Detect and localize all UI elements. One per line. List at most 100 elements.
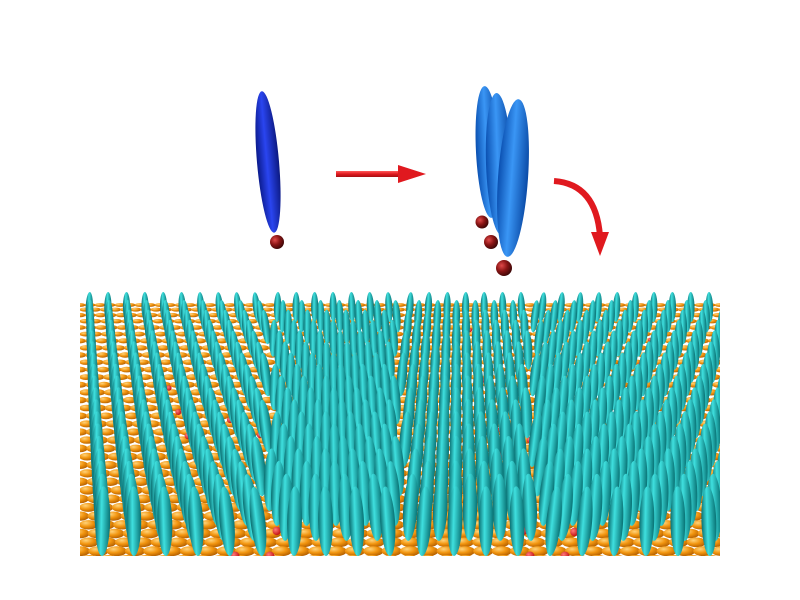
monolayer-rod — [720, 364, 733, 411]
substrate-atom — [719, 555, 740, 565]
substrate-atom — [711, 546, 720, 556]
monolayer-rod — [64, 399, 78, 453]
substrate-atom — [647, 555, 661, 556]
substrate-atom — [403, 555, 416, 556]
substrate-atom — [121, 381, 135, 388]
substrate-atom — [143, 546, 164, 556]
substrate-atom — [400, 537, 421, 548]
monolayer-rod — [447, 486, 463, 556]
substrate-atom — [714, 303, 720, 307]
monolayer-rod — [63, 473, 81, 541]
substrate-atom — [94, 303, 106, 307]
substrate-atom — [561, 537, 582, 548]
substrate-atom — [80, 308, 81, 311]
monolayer-rod — [538, 292, 547, 323]
substrate-atom — [724, 345, 736, 350]
substrate-atom — [271, 546, 292, 556]
substrate-atom — [60, 413, 74, 420]
substrate-atom — [212, 325, 224, 330]
monolayer-rod — [559, 341, 570, 383]
defect-site — [265, 551, 275, 556]
defect-site — [570, 527, 579, 537]
monolayer-rod — [402, 473, 418, 541]
substrate-atom — [721, 453, 737, 461]
substrate-atom — [686, 537, 707, 548]
monolayer-rod — [64, 436, 80, 497]
monolayer-rod — [551, 352, 563, 397]
monolayer-rod — [432, 473, 448, 541]
substrate-atom — [120, 555, 134, 556]
monolayer-rod — [335, 300, 344, 333]
monolayer-rod — [588, 300, 597, 333]
substrate-atom — [290, 555, 303, 556]
monolayer-rod — [727, 341, 739, 383]
curved-arrow-down-icon — [553, 178, 609, 256]
monolayer-rod — [316, 300, 325, 333]
substrate-atom — [158, 555, 171, 556]
monolayer-rod — [218, 486, 235, 556]
substrate-atom — [80, 375, 81, 379]
substrate-atom — [80, 502, 97, 512]
aggregate-head-1 — [475, 215, 489, 229]
monolayer-rod — [287, 486, 302, 556]
monolayer-rod — [259, 352, 272, 397]
substrate-atom — [55, 495, 72, 504]
monolayer-rod — [574, 319, 584, 357]
substrate-atom — [130, 307, 142, 312]
substrate-atom — [165, 389, 179, 396]
monolayer-rod — [522, 473, 538, 541]
substrate-atom — [159, 359, 173, 365]
substrate-atom — [80, 494, 89, 504]
substrate-atom — [114, 303, 126, 307]
monolayer-rod — [356, 330, 366, 370]
substrate-atom — [384, 555, 397, 556]
monolayer-rod — [65, 341, 76, 383]
substrate-atom — [80, 346, 81, 349]
monolayer-rod — [733, 320, 744, 357]
substrate-atom — [694, 303, 706, 307]
substrate-atom — [198, 546, 219, 556]
substrate-atom — [65, 303, 76, 307]
substrate-atom — [80, 338, 86, 344]
monolayer-rod — [546, 330, 557, 370]
monolayer-rod — [258, 399, 273, 453]
monolayer-rod — [157, 486, 173, 556]
substrate-atom — [326, 546, 347, 556]
monolayer-rod — [399, 411, 412, 468]
monolayer-rod — [670, 486, 686, 556]
substrate-atom — [64, 313, 75, 317]
substrate-atom — [62, 367, 75, 373]
monolayer-rod — [730, 330, 741, 370]
substrate-atom — [208, 313, 220, 318]
substrate-atom — [440, 555, 454, 556]
monolayer-rod — [549, 300, 559, 333]
substrate-atom — [80, 352, 87, 358]
substrate-atom — [80, 320, 81, 323]
substrate-atom — [59, 428, 74, 435]
substrate-atom — [524, 303, 536, 307]
substrate-atom — [53, 529, 72, 539]
substrate-atom — [187, 313, 199, 318]
substrate-atom — [365, 555, 379, 556]
substrate-atom — [80, 540, 81, 545]
substrate-atom — [80, 412, 88, 420]
substrate-atom — [346, 555, 360, 556]
substrate-atom — [329, 537, 349, 548]
monolayer-rod — [542, 309, 552, 345]
monolayer-rod — [721, 300, 730, 333]
substrate-atom — [365, 537, 385, 548]
substrate-atom — [61, 382, 74, 388]
monolayer-rod — [557, 474, 573, 541]
substrate-atom — [718, 308, 720, 311]
monolayer-rod — [720, 436, 736, 497]
substrate-atom — [583, 546, 604, 556]
substrate-atom — [58, 445, 73, 453]
monolayer-rod — [349, 486, 365, 556]
substrate-atom — [52, 546, 72, 556]
substrate-atom — [57, 478, 74, 486]
monolayer-rod — [554, 319, 564, 357]
substrate-atom — [157, 345, 170, 351]
substrate-atom — [721, 325, 733, 330]
substrate-atom — [122, 396, 137, 404]
substrate-atom — [80, 488, 81, 493]
